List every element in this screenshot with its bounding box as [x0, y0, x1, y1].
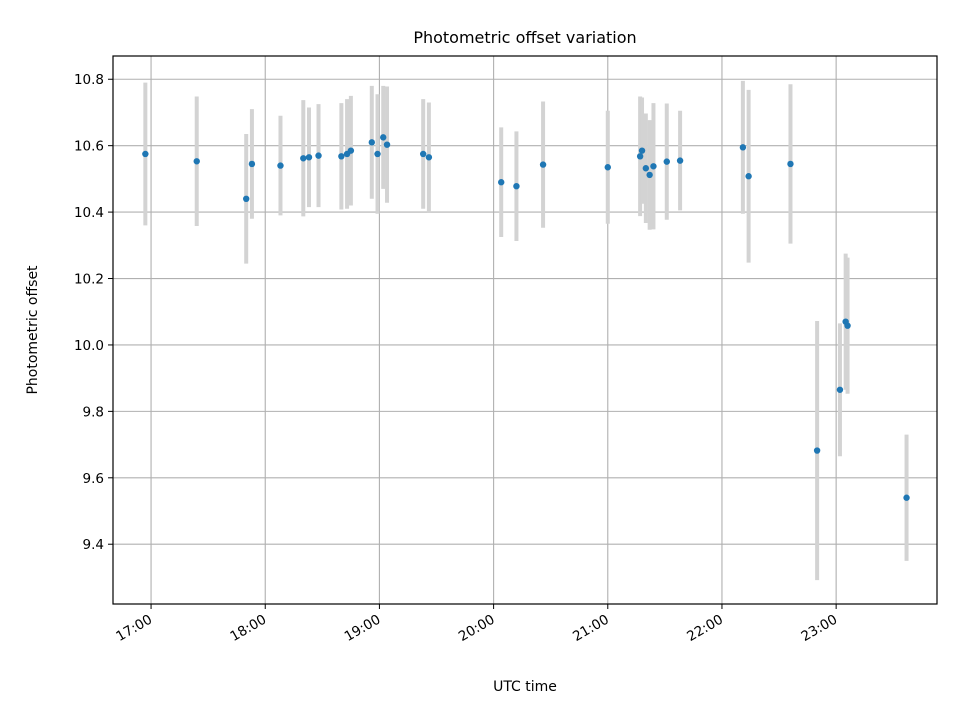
x-tick-label: 22:00	[684, 612, 726, 645]
data-point	[844, 322, 851, 329]
data-point	[663, 158, 670, 165]
y-tick-label: 10.8	[74, 72, 104, 88]
data-point	[383, 141, 391, 148]
data-point	[425, 154, 433, 161]
data-point	[419, 150, 427, 158]
y-tick-label: 9.4	[83, 537, 104, 553]
data-point	[142, 150, 149, 158]
data-point	[193, 158, 200, 165]
data-point	[642, 165, 650, 172]
data-point	[368, 139, 376, 146]
x-tick-label: 17:00	[113, 612, 155, 645]
data-point	[903, 494, 910, 501]
x-tick-label: 18:00	[228, 612, 270, 645]
plot-area-frame	[112, 55, 938, 605]
y-axis-label: Photometric offset	[25, 265, 41, 395]
x-axis-label: UTC time	[493, 679, 557, 695]
error-bars	[143, 80, 909, 581]
y-tick-label: 9.8	[83, 404, 104, 420]
data-point	[787, 160, 794, 168]
data-point	[638, 147, 646, 154]
data-point	[739, 144, 747, 151]
data-point	[650, 163, 657, 170]
x-tick-label: 20:00	[456, 612, 498, 645]
y-tick-label: 10.6	[74, 139, 104, 155]
axis-ticks: 17:00 18:00 19:00 20:00 21:00 22:00 23:00 9.4 9.…	[74, 72, 840, 645]
data-point	[374, 150, 381, 158]
data-point	[380, 134, 387, 141]
chart-title: Photometric offset variation	[413, 28, 636, 47]
data-point	[513, 182, 520, 190]
y-tick-label: 10.0	[74, 338, 104, 354]
data-point	[604, 164, 611, 171]
x-tick-label: 21:00	[570, 612, 612, 645]
data-point	[745, 173, 752, 180]
data-point	[646, 171, 653, 179]
data-points	[142, 134, 910, 501]
data-point	[277, 162, 284, 169]
data-point	[338, 153, 345, 160]
x-tick-label: 19:00	[342, 612, 384, 645]
data-point	[315, 152, 322, 159]
data-point	[347, 147, 355, 154]
data-point	[248, 160, 256, 168]
data-point	[305, 154, 313, 161]
y-tick-label: 10.4	[74, 205, 104, 221]
x-tick-label: 23:00	[798, 612, 840, 645]
data-point	[813, 447, 821, 454]
y-tick-label: 10.2	[74, 272, 104, 288]
data-point	[676, 157, 684, 164]
data-point	[498, 179, 505, 186]
y-tick-label: 9.6	[83, 471, 104, 487]
grid	[113, 56, 937, 604]
data-point	[300, 155, 307, 162]
data-point	[539, 161, 547, 168]
data-point	[243, 195, 250, 203]
data-point	[836, 386, 844, 393]
data-point	[636, 153, 644, 160]
